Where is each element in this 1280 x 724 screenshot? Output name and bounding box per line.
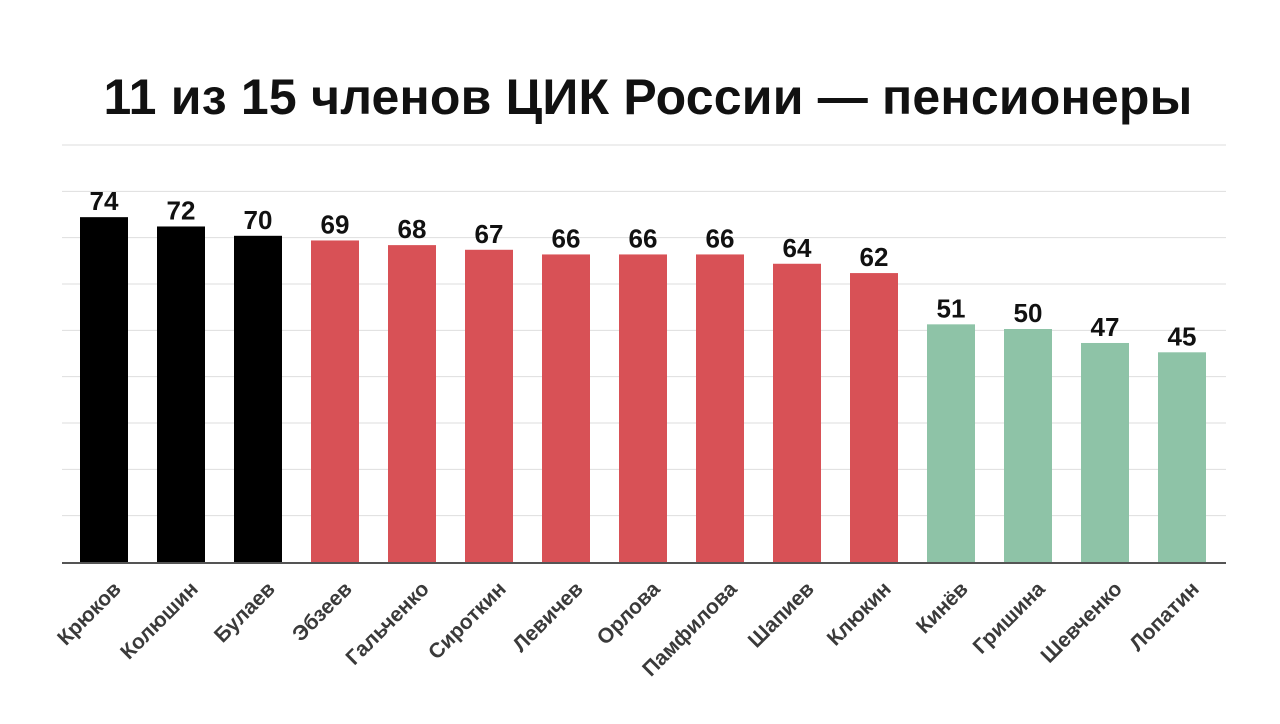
bar-value-label: 50 bbox=[1014, 298, 1043, 328]
category-label: Крюков bbox=[53, 577, 126, 650]
bar-value-label: 47 bbox=[1091, 312, 1120, 342]
bar bbox=[773, 263, 821, 562]
category-label: Шевченко bbox=[1037, 577, 1127, 667]
bar bbox=[927, 324, 975, 562]
category-label: Колюшин bbox=[116, 577, 203, 664]
bar bbox=[311, 240, 359, 562]
bar bbox=[1158, 352, 1206, 562]
bar-value-label: 74 bbox=[90, 186, 119, 216]
bar bbox=[850, 273, 898, 562]
category-label: Эбзеев bbox=[288, 577, 357, 646]
category-label: Гальченко bbox=[342, 577, 434, 669]
category-label: Гришина bbox=[969, 577, 1050, 658]
bar bbox=[157, 226, 205, 563]
bar-value-label: 51 bbox=[937, 293, 966, 323]
bar bbox=[1081, 342, 1129, 562]
bar-value-label: 72 bbox=[167, 195, 196, 225]
value-labels: 74 72 70 69 68 67 66 66 66 64 62 51 50 47 45 bbox=[90, 186, 1197, 351]
bar-value-label: 68 bbox=[398, 214, 427, 244]
category-label: Кинёв bbox=[912, 577, 973, 638]
category-label: Сироткин bbox=[424, 577, 511, 664]
category-label: Орлова bbox=[593, 577, 665, 649]
category-label: Левичев bbox=[509, 577, 588, 656]
bar bbox=[80, 217, 128, 562]
bar bbox=[388, 245, 436, 562]
bar bbox=[1004, 329, 1052, 562]
bar-value-label: 62 bbox=[860, 242, 889, 272]
bar bbox=[542, 254, 590, 562]
bar bbox=[696, 254, 744, 562]
category-label: Лопатин bbox=[1125, 577, 1203, 655]
category-label: Шапиев bbox=[744, 577, 819, 652]
bar bbox=[234, 235, 282, 563]
bar-value-label: 69 bbox=[321, 209, 350, 239]
bar-value-label: 64 bbox=[783, 233, 812, 263]
bars bbox=[80, 217, 1206, 563]
bar-value-label: 66 bbox=[552, 223, 581, 253]
category-label: Булаев bbox=[210, 577, 280, 647]
bar-value-label: 67 bbox=[475, 219, 504, 249]
chart-title: 11 из 15 членов ЦИК России — пенсионеры bbox=[103, 69, 1193, 125]
bar bbox=[619, 254, 667, 562]
bar-value-label: 66 bbox=[629, 223, 658, 253]
bar-value-label: 70 bbox=[244, 205, 273, 235]
bar bbox=[465, 249, 513, 562]
category-label: Клюкин bbox=[823, 577, 896, 650]
bar-value-label: 45 bbox=[1168, 321, 1197, 351]
bar-value-label: 66 bbox=[706, 223, 735, 253]
